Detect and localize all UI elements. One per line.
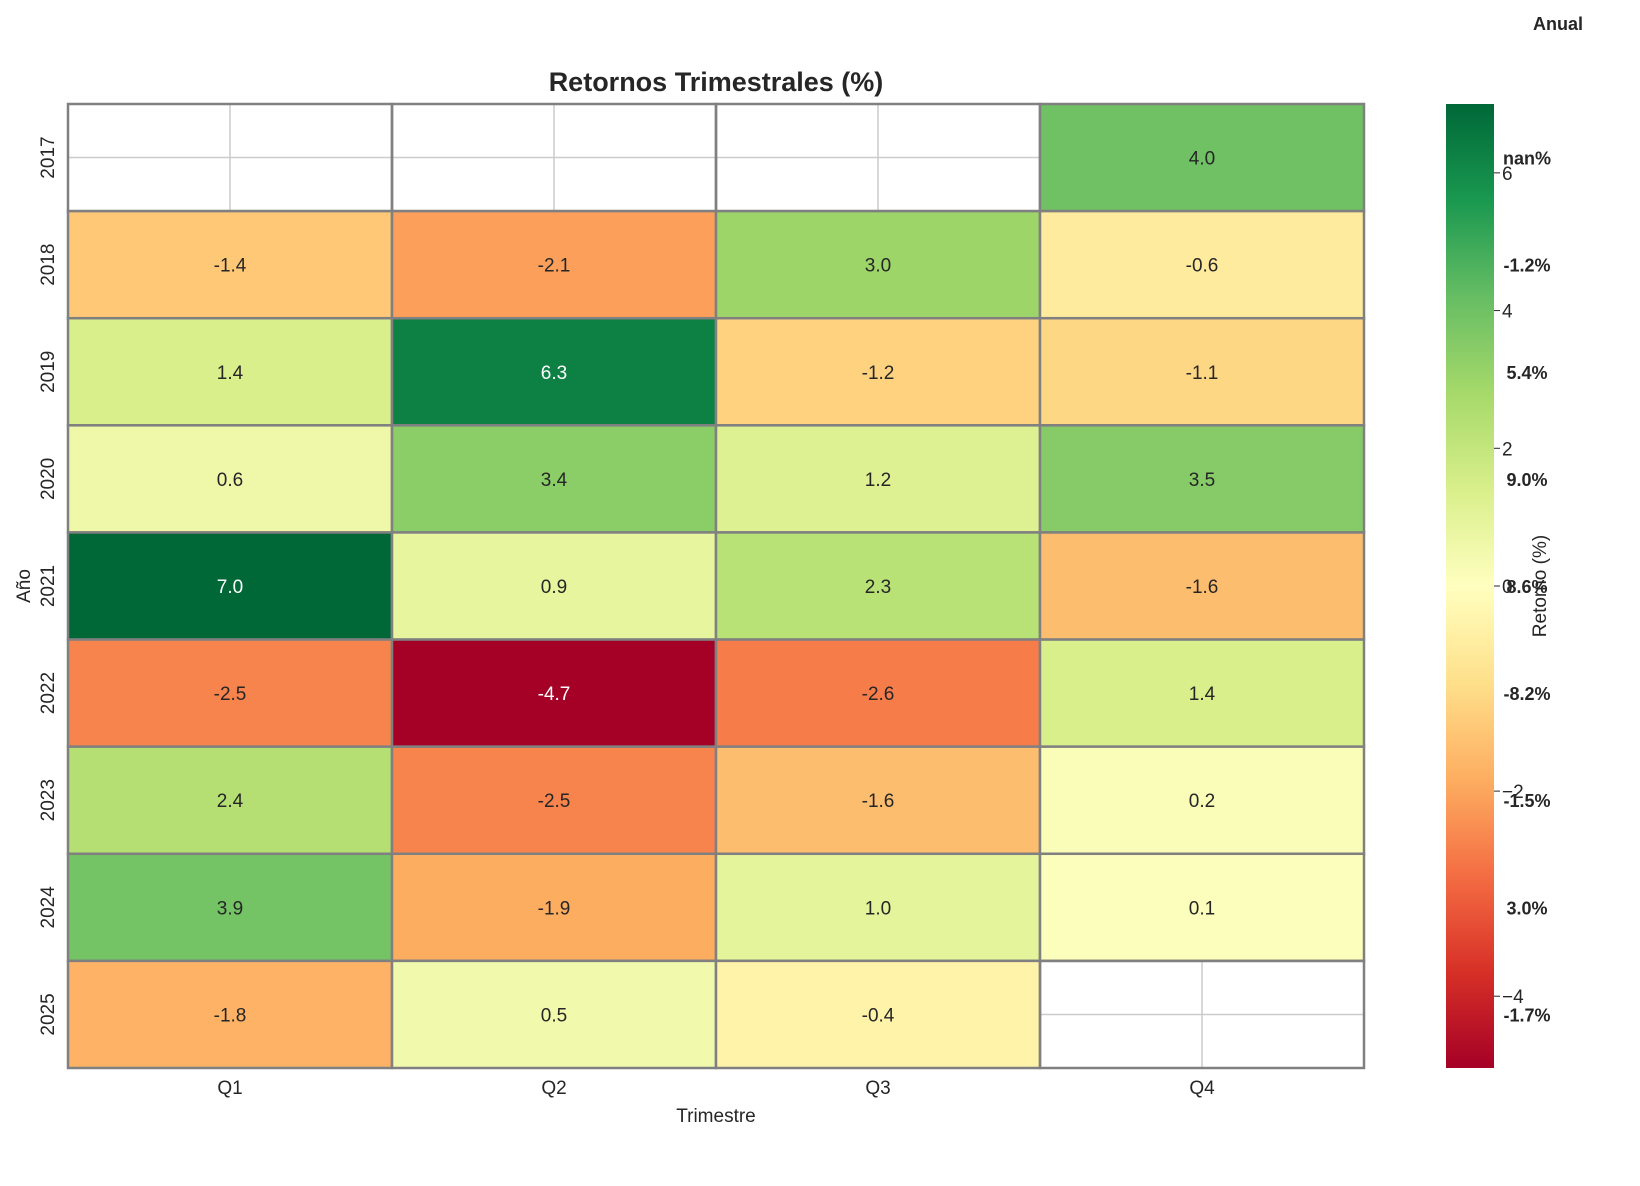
cell-value-label: 0.5 [541,1005,567,1026]
cell-value-label: 3.9 [217,898,243,919]
x-tick-label: Q3 [865,1078,890,1099]
annual-value-label: 3.0% [1506,898,1547,918]
annual-value-label: 9.0% [1506,470,1547,490]
heatmap-cell [1038,638,1366,748]
heatmap-cell [390,745,718,856]
heatmap-cell-labels: 4.0 -1.4 -2.1 3.0 -0.6 1.4 6.3 -1.2 -1.1 0.6 3.4 1.… [214,149,1219,1027]
heatmap-cells [66,102,1366,1070]
x-axis-label: Trimestre [676,1106,756,1127]
annual-value-label: -1.5% [1503,791,1550,811]
cell-value-label: 3.5 [1189,470,1215,491]
cell-value-label: -2.1 [538,256,571,277]
colorbar-label: Retorno (%) [1530,535,1551,637]
x-tick-label: Q2 [541,1078,566,1099]
cell-value-label: -1.4 [214,256,247,277]
heatmap-cell [390,209,718,320]
heatmap-cell [390,531,718,641]
annual-value-label: -1.2% [1503,256,1550,276]
heatmap-cell [66,316,394,427]
y-tick-labels: 2017 2018 2019 2020 2021 2022 2023 2024 2025 [38,136,59,1035]
y-tick-label: 2020 [38,458,59,500]
x-tick-label: Q1 [217,1078,242,1099]
cell-value-label: -1.9 [538,898,571,919]
cell-value-label: -0.6 [1186,256,1219,277]
cell-value-label: -1.8 [214,1005,247,1026]
y-tick-label: 2025 [38,993,59,1035]
y-tick-label: 2017 [38,136,59,178]
cell-value-label: 3.4 [541,470,568,491]
cell-value-label: 0.6 [217,470,243,491]
annual-header: Anual [1533,14,1583,34]
cell-value-label: -1.1 [1186,363,1219,384]
annual-value-label: -8.2% [1503,684,1550,704]
cell-value-label: 1.2 [865,470,891,491]
colorbar-tick-label: −4 [1502,987,1524,1008]
y-tick-label: 2022 [38,672,59,714]
cell-value-label: -1.2 [862,363,895,384]
colorbar-tick-label: 4 [1502,302,1513,323]
cell-value-label: 0.2 [1189,791,1215,812]
cell-value-label: 1.4 [1189,684,1216,705]
cell-value-label: 1.4 [217,363,244,384]
cell-value-label: -1.6 [862,791,895,812]
cell-value-label: -2.6 [862,684,895,705]
colorbar [1446,104,1494,1068]
heatmap-cell [1038,102,1366,213]
heatmap-cell [1038,316,1366,427]
cell-value-label: 0.1 [1189,898,1215,919]
y-axis-label: Año [14,569,35,603]
colorbar-tick-label: 0 [1502,577,1513,598]
chart-title: Retornos Trimestrales (%) [549,67,884,97]
heatmap-cell [390,424,718,534]
cell-value-label: -0.4 [862,1005,895,1026]
heatmap-cell [66,852,394,963]
heatmap-cell [1038,745,1366,856]
heatmap-cell [714,852,1042,963]
colorbar-tick-label: −2 [1502,782,1524,803]
heatmap-cell [714,959,1042,1070]
heatmap-cell [714,531,1042,641]
cell-value-label: 2.3 [865,577,891,598]
cell-value-label: 3.0 [865,256,891,277]
cell-value-label: 6.3 [541,363,567,384]
heatmap-cell [714,745,1042,856]
annual-values: nan% -1.2% 5.4% 9.0% 8.6% -8.2% -1.5% 3.0% -1.7% [1503,149,1551,1026]
heatmap-cell [66,745,394,856]
y-tick-label: 2024 [38,886,59,929]
heatmap-cell [390,638,718,748]
annual-value-label: 5.4% [1506,363,1547,383]
y-tick-label: 2018 [38,244,59,286]
cell-value-label: 2.4 [217,791,244,812]
plot-frame [67,103,1365,1069]
annual-value-label: 8.6% [1506,577,1547,597]
x-tick-label: Q4 [1189,1078,1215,1099]
cell-value-label: 0.9 [541,577,567,598]
annual-value-label: nan% [1503,149,1551,169]
heatmap-cell [1038,852,1366,963]
cell-value-label: -2.5 [538,791,571,812]
y-tick-label: 2023 [38,779,59,821]
colorbar-tick-label: 2 [1502,439,1513,460]
heatmap-cell [714,316,1042,427]
cell-value-label: 1.0 [865,898,891,919]
colorbar-tick-label: 6 [1502,164,1513,185]
heatmap-cell [390,316,718,427]
cell-value-label: 7.0 [217,577,243,598]
cell-value-label: -1.6 [1186,577,1219,598]
x-tick-labels: Q1 Q2 Q3 Q4 [217,1078,1215,1099]
colorbar-tick-labels: 6 4 2 0 −2 −4 [1494,164,1524,1008]
y-tick-label: 2021 [38,565,59,607]
cell-value-label: 4.0 [1189,149,1215,170]
y-tick-label: 2019 [38,351,59,393]
heatmap-cell [1038,531,1366,641]
annual-value-label: -1.7% [1503,1005,1550,1025]
cell-value-label: -2.5 [214,684,247,705]
cell-value-label: -4.7 [538,684,571,705]
heatmap-cell [390,959,718,1070]
